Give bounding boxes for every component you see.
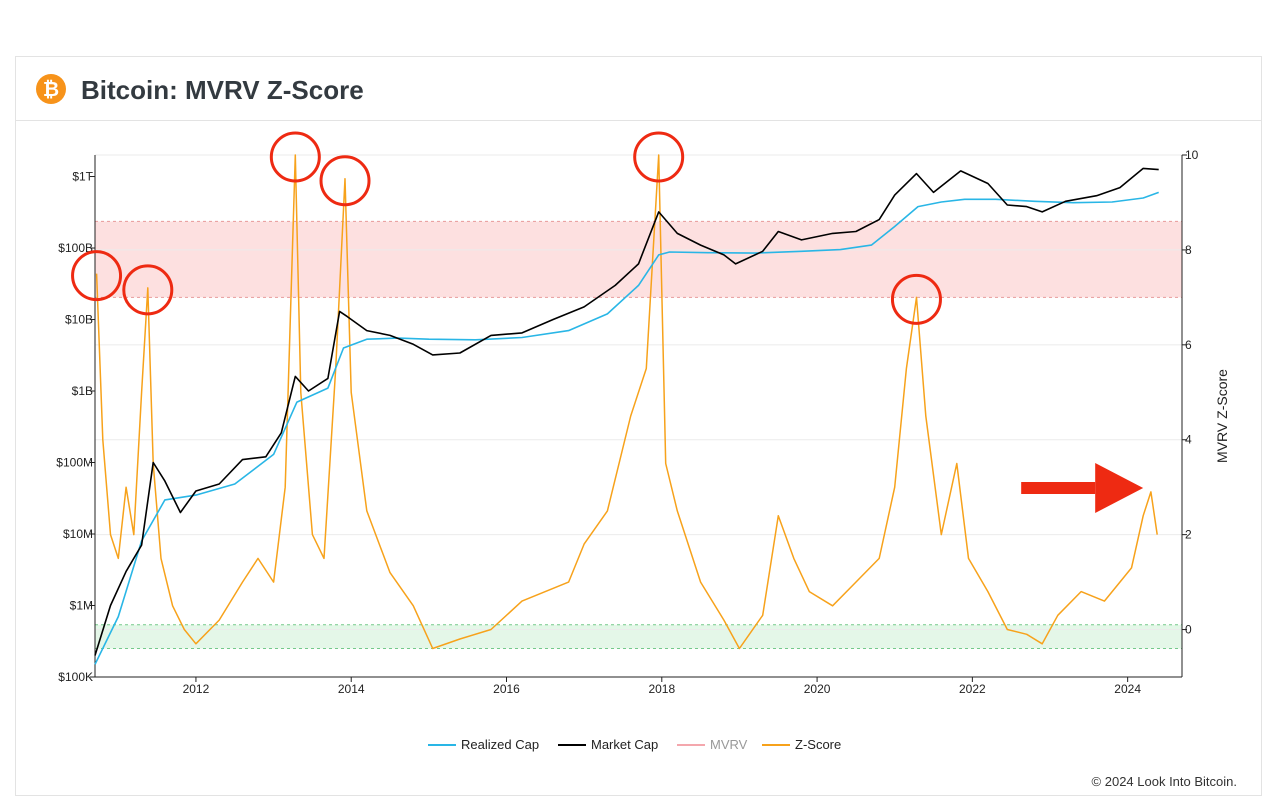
- right-tick-label: 4: [1185, 433, 1192, 447]
- peak-annotation-circle: [633, 131, 685, 183]
- left-tick-label: $1M: [70, 599, 93, 613]
- legend-z-score-label[interactable]: Z-Score: [795, 737, 841, 752]
- left-tick-label: $100B: [58, 241, 93, 255]
- copyright-text: © 2024 Look Into Bitcoin.: [1091, 774, 1237, 789]
- x-tick-label: 2020: [804, 682, 831, 696]
- annotation-arrow-shaft: [1021, 482, 1096, 494]
- market-cap-line[interactable]: [94, 167, 1159, 656]
- right-axis-title: MVRV Z-Score: [1214, 369, 1230, 463]
- peak-annotation-circle: [890, 273, 942, 325]
- page-title: Bitcoin: MVRV Z-Score: [81, 75, 364, 105]
- annotation-arrow-head: [1095, 463, 1144, 513]
- legend-market-cap-label[interactable]: Market Cap: [591, 737, 658, 752]
- peak-annotation-circle: [122, 264, 174, 316]
- right-tick-label: 2: [1185, 528, 1192, 542]
- left-tick-label: $100K: [58, 670, 93, 684]
- chart-card: ₿ Bitcoin: MVRV Z-Score © 2024 Look Into…: [15, 56, 1262, 796]
- peak-annotation-circle: [319, 155, 371, 207]
- x-tick-label: 2024: [1114, 682, 1141, 696]
- x-tick-label: 2014: [338, 682, 365, 696]
- green-band: [95, 624, 1182, 649]
- x-tick-label: 2012: [183, 682, 210, 696]
- left-tick-label: $10B: [65, 313, 93, 327]
- card-header: ₿ Bitcoin: MVRV Z-Score: [16, 57, 1261, 121]
- right-tick-label: 0: [1185, 623, 1192, 637]
- x-tick-label: 2022: [959, 682, 986, 696]
- left-tick-label: $1T: [72, 170, 93, 184]
- bitcoin-logo-icon: ₿: [36, 74, 66, 104]
- left-tick-label: $10M: [63, 527, 93, 541]
- left-tick-label: $100M: [56, 456, 93, 470]
- realized-cap-line[interactable]: [94, 191, 1159, 665]
- right-tick-label: 6: [1185, 338, 1192, 352]
- x-tick-label: 2018: [648, 682, 675, 696]
- left-tick-label: $1B: [72, 384, 93, 398]
- legend-realized-cap-label[interactable]: Realized Cap: [461, 737, 539, 752]
- right-tick-label: 8: [1185, 243, 1192, 257]
- z-score-line[interactable]: [95, 154, 1158, 650]
- x-tick-label: 2016: [493, 682, 520, 696]
- right-tick-label: 10: [1185, 148, 1199, 162]
- peak-annotation-circle: [71, 250, 123, 302]
- peak-annotation-circle: [269, 131, 321, 183]
- legend-mvrv-label[interactable]: MVRV: [710, 737, 748, 752]
